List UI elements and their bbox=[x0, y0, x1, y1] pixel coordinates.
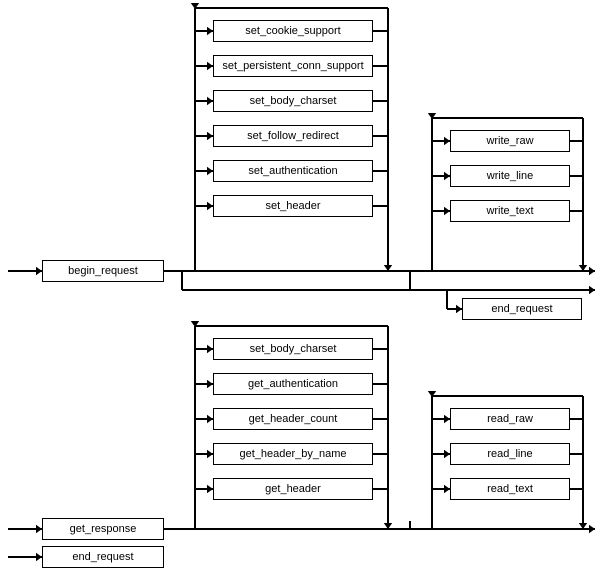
node-write-line: write_line bbox=[450, 165, 570, 187]
node-set-body-charset-2: set_body_charset bbox=[213, 338, 373, 360]
node-write-raw: write_raw bbox=[450, 130, 570, 152]
node-end-request-1: end_request bbox=[462, 298, 582, 320]
node-read-text: read_text bbox=[450, 478, 570, 500]
node-read-line: read_line bbox=[450, 443, 570, 465]
node-set-follow-redirect: set_follow_redirect bbox=[213, 125, 373, 147]
node-get-header-count: get_header_count bbox=[213, 408, 373, 430]
node-set-header: set_header bbox=[213, 195, 373, 217]
node-end-request-2: end_request bbox=[42, 546, 164, 568]
node-get-header-by-name: get_header_by_name bbox=[213, 443, 373, 465]
node-get-authentication: get_authentication bbox=[213, 373, 373, 395]
node-set-authentication: set_authentication bbox=[213, 160, 373, 182]
node-get-response: get_response bbox=[42, 518, 164, 540]
node-begin-request: begin_request bbox=[42, 260, 164, 282]
node-set-persistent-conn-support: set_persistent_conn_support bbox=[213, 55, 373, 77]
node-set-body-charset-1: set_body_charset bbox=[213, 90, 373, 112]
node-get-header: get_header bbox=[213, 478, 373, 500]
node-read-raw: read_raw bbox=[450, 408, 570, 430]
diagram-root: begin_request set_cookie_support set_persi… bbox=[0, 0, 601, 568]
node-set-cookie-support: set_cookie_support bbox=[213, 20, 373, 42]
node-write-text: write_text bbox=[450, 200, 570, 222]
